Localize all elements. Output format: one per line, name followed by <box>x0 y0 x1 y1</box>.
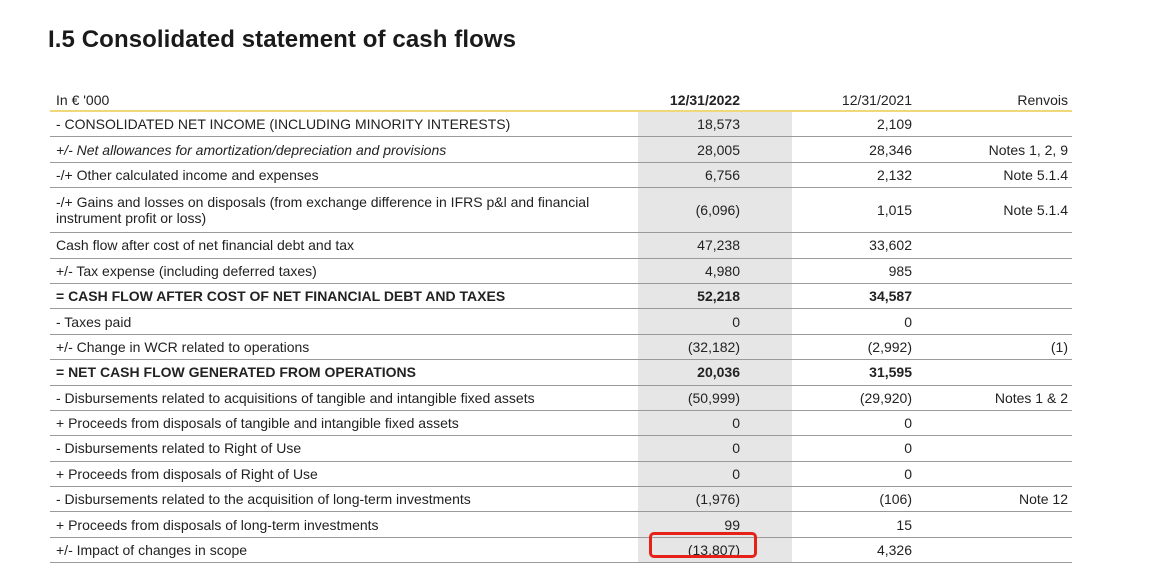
value-2022: 99 <box>638 511 792 538</box>
table-header-row: In € '000 12/31/2022 12/31/2021 Renvois <box>50 84 1072 112</box>
reference <box>940 359 1072 386</box>
value-2021: (2,992) <box>792 334 940 361</box>
row-label: +/- Net allowances for amortization/depr… <box>50 136 638 163</box>
cash-flow-table: In € '000 12/31/2022 12/31/2021 Renvois … <box>50 84 1072 564</box>
row-label: +/- Change in WCR related to operations <box>50 334 638 361</box>
table-row: +/- Net allowances for amortization/depr… <box>50 136 1072 163</box>
table-row: - Disbursements related to Right of Use … <box>50 435 1072 462</box>
row-label: + Proceeds from disposals of long-term i… <box>50 511 638 538</box>
row-label: - CONSOLIDATED NET INCOME (INCLUDING MIN… <box>50 111 638 138</box>
reference: Note 5.1.4 <box>940 162 1072 189</box>
table-row: +/- Impact of changes in scope (13,807) … <box>50 537 1072 564</box>
table-row-subtotal: = NET CASH FLOW GENERATED FROM OPERATION… <box>50 359 1072 386</box>
value-2022: 18,573 <box>638 111 792 138</box>
row-label: Cash flow after cost of net financial de… <box>50 232 638 259</box>
reference <box>940 537 1072 564</box>
reference <box>940 461 1072 488</box>
reference: Notes 1, 2, 9 <box>940 136 1072 163</box>
row-label: +/- Impact of changes in scope <box>50 537 638 564</box>
table-row: - Disbursements related to acquisitions … <box>50 385 1072 411</box>
value-2021: 2,132 <box>792 162 940 189</box>
row-label: -/+ Gains and losses on disposals (from … <box>50 187 638 234</box>
reference <box>940 232 1072 259</box>
reference: Note 12 <box>940 486 1072 513</box>
row-label: = NET CASH FLOW GENERATED FROM OPERATION… <box>50 359 638 386</box>
row-label: - Taxes paid <box>50 308 638 335</box>
reference: Note 5.1.4 <box>940 187 1072 234</box>
reference <box>940 308 1072 335</box>
table-row: + Proceeds from disposals of tangible an… <box>50 410 1072 437</box>
value-2022: (1,976) <box>638 486 792 513</box>
value-2022: (32,182) <box>638 334 792 361</box>
value-2022: 47,238 <box>638 232 792 259</box>
table-row: -/+ Gains and losses on disposals (from … <box>50 187 1072 234</box>
value-2021: 0 <box>792 308 940 335</box>
value-2021: 1,015 <box>792 187 940 234</box>
row-label: - Disbursements related to the acquisiti… <box>50 486 638 513</box>
row-label: -/+ Other calculated income and expenses <box>50 162 638 189</box>
row-label: = CASH FLOW AFTER COST OF NET FINANCIAL … <box>50 283 638 310</box>
table-row: -/+ Other calculated income and expenses… <box>50 162 1072 189</box>
value-2021: 985 <box>792 258 940 284</box>
reference <box>940 111 1072 138</box>
row-label: +/- Tax expense (including deferred taxe… <box>50 258 638 284</box>
page-title: I.5 Consolidated statement of cash flows <box>48 26 517 53</box>
table-row: +/- Tax expense (including deferred taxe… <box>50 258 1072 284</box>
reference <box>940 283 1072 310</box>
row-label: - Disbursements related to acquisitions … <box>50 385 638 411</box>
reference <box>940 258 1072 284</box>
value-2021: 33,602 <box>792 232 940 259</box>
value-2022: 28,005 <box>638 136 792 163</box>
table-row-subtotal: = CASH FLOW AFTER COST OF NET FINANCIAL … <box>50 283 1072 310</box>
row-label: + Proceeds from disposals of tangible an… <box>50 410 638 437</box>
value-2022: 0 <box>638 461 792 488</box>
reference: Notes 1 & 2 <box>940 385 1072 411</box>
reference <box>940 511 1072 538</box>
value-2022: (6,096) <box>638 187 792 234</box>
reference: (1) <box>940 334 1072 361</box>
reference <box>940 410 1072 437</box>
table-row: +/- Change in WCR related to operations … <box>50 334 1072 361</box>
value-2022-highlighted: (13,807) <box>638 537 792 564</box>
value-2021: 31,595 <box>792 359 940 386</box>
row-label: + Proceeds from disposals of Right of Us… <box>50 461 638 488</box>
table-row: + Proceeds from disposals of Right of Us… <box>50 461 1072 488</box>
value-2021: 0 <box>792 435 940 462</box>
value-2022: 0 <box>638 435 792 462</box>
value-2022: 4,980 <box>638 258 792 284</box>
value-2022: 52,218 <box>638 283 792 310</box>
reference <box>940 435 1072 462</box>
value-2022: 0 <box>638 308 792 335</box>
value-2021: 15 <box>792 511 940 538</box>
value-2021: 34,587 <box>792 283 940 310</box>
table-row: + Proceeds from disposals of long-term i… <box>50 511 1072 538</box>
value-2021: (29,920) <box>792 385 940 411</box>
column-header-renvois: Renvois <box>940 84 1072 112</box>
value-2021: 28,346 <box>792 136 940 163</box>
column-header-2022: 12/31/2022 <box>638 84 792 112</box>
column-header-2021: 12/31/2021 <box>792 84 940 112</box>
unit-label: In € '000 <box>50 84 638 112</box>
value-2022: 0 <box>638 410 792 437</box>
value-2022: 20,036 <box>638 359 792 386</box>
value-2021: 2,109 <box>792 111 940 138</box>
table-row: - CONSOLIDATED NET INCOME (INCLUDING MIN… <box>50 111 1072 138</box>
value-2022: 6,756 <box>638 162 792 189</box>
value-2021: 0 <box>792 410 940 437</box>
table-row: - Taxes paid 0 0 <box>50 308 1072 335</box>
value-2021: 4,326 <box>792 537 940 564</box>
value-2021: (106) <box>792 486 940 513</box>
table-row: Cash flow after cost of net financial de… <box>50 232 1072 259</box>
table-row: - Disbursements related to the acquisiti… <box>50 486 1072 513</box>
value-2022: (50,999) <box>638 385 792 411</box>
value-2021: 0 <box>792 461 940 488</box>
row-label: - Disbursements related to Right of Use <box>50 435 638 462</box>
